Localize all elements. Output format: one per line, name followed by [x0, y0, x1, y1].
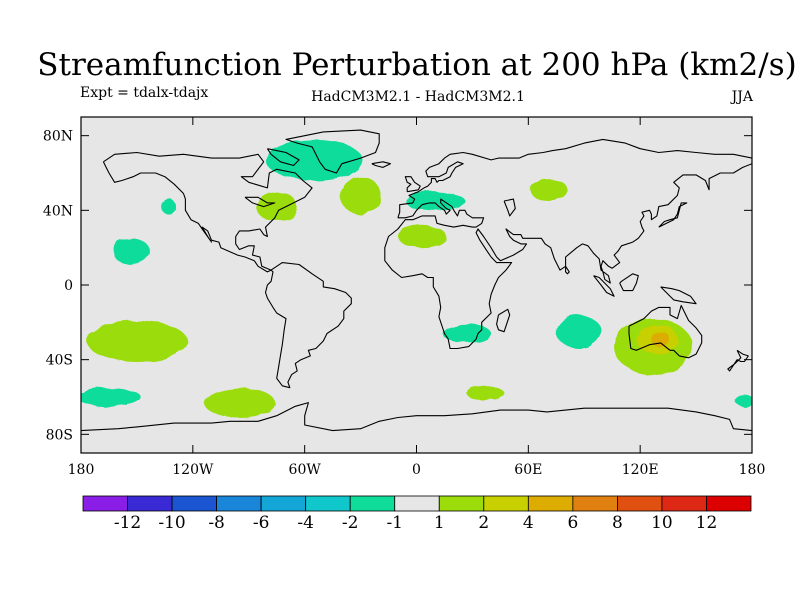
coastline-japan — [658, 202, 688, 228]
coastline-great-lakes — [244, 196, 276, 208]
x-tick-label: 60E — [514, 462, 542, 478]
colorbar-tick-label: 8 — [612, 513, 623, 533]
anomaly-region — [81, 387, 141, 407]
x-axis: 180 120W 60W 0 60E 120E 180 — [68, 117, 766, 478]
coastline-baffin — [266, 148, 300, 167]
experiment-label: Expt = tdalx-tdajx — [80, 85, 208, 101]
map-background — [81, 117, 752, 453]
colorbar-tick-label: -12 — [114, 513, 141, 533]
colorbar-swatch — [305, 495, 351, 512]
x-tick-label: 120E — [622, 462, 659, 478]
anomaly-region — [466, 385, 505, 401]
coastline-new-zealand — [727, 349, 749, 372]
colorbar-swatch — [260, 495, 307, 512]
anomaly-region — [86, 320, 188, 362]
coastline-iceland — [371, 161, 391, 168]
coastline-eurasia-africa — [384, 138, 752, 350]
coastline-borneo — [619, 273, 639, 292]
anomaly-region — [530, 178, 568, 201]
anomaly-region — [204, 387, 275, 418]
coastline-sumatra — [593, 275, 615, 297]
colorbar-tick-label: -6 — [253, 513, 270, 533]
x-tick-label: 0 — [412, 462, 421, 478]
colorbar-tick-label: 6 — [567, 513, 578, 533]
coastline-caspian — [503, 198, 516, 217]
map-panel: 180 120W 60W 0 60E 120E 180 80N 40N 0 40S 80S — [43, 116, 766, 478]
colorbar-swatch — [394, 495, 440, 512]
y-tick-label: 80S — [46, 427, 73, 443]
coastlines — [81, 129, 752, 432]
y-tick-label: 40N — [43, 203, 73, 219]
coastline-sri-lanka — [565, 265, 570, 275]
colorbar-tick-label: 2 — [478, 513, 489, 533]
anomaly-region — [265, 139, 363, 181]
coastline-uk — [404, 176, 421, 193]
colorbar-tick-label: 1 — [434, 513, 445, 533]
colorbar-tick-label: -10 — [158, 513, 185, 533]
anomaly-region — [651, 331, 670, 347]
y-tick-label: 80N — [43, 129, 73, 145]
colorbar-tick-label: 4 — [523, 513, 534, 533]
colorbar-swatch — [438, 495, 485, 512]
anomaly-region — [397, 225, 447, 248]
y-tick-label: 0 — [64, 278, 73, 294]
colorbar-tick-label: -8 — [208, 513, 225, 533]
colorbar-swatch — [617, 495, 663, 512]
anomaly-region — [340, 176, 382, 215]
anomaly-region — [112, 238, 150, 265]
coastline-antarctica — [81, 402, 752, 432]
coastline-greenland — [285, 129, 380, 174]
x-tick-label: 60W — [289, 462, 322, 478]
colorbar-tick-label: -2 — [342, 513, 359, 533]
model-label: HadCM3M2.1 - HadCM3M2.1 — [311, 89, 525, 105]
colorbar-swatch — [527, 495, 574, 512]
colorbar-swatch — [349, 495, 396, 512]
x-tick-label: 120W — [172, 462, 214, 478]
colorbar-swatch — [127, 495, 173, 512]
x-tick-label: 180 — [739, 462, 766, 478]
anomaly-region — [556, 314, 602, 349]
x-tick-label: 180 — [68, 462, 95, 478]
anomaly-region — [161, 199, 177, 215]
coastline-madagascar — [496, 308, 511, 333]
colorbar-swatch — [171, 495, 217, 512]
colorbar-swatch — [572, 495, 618, 512]
anomaly-layer — [81, 139, 752, 418]
season-label: JJA — [730, 89, 754, 105]
colorbar-tick-label: 12 — [696, 513, 718, 533]
y-axis: 80N 40N 0 40S 80S — [43, 129, 752, 443]
anomaly-region — [735, 395, 752, 407]
colorbar-tick-label: -1 — [386, 513, 403, 533]
colorbar-swatch — [216, 495, 262, 512]
colorbar-tick-label: -4 — [297, 513, 314, 533]
coastline-new-guinea — [660, 286, 697, 305]
anomaly-region — [442, 324, 492, 343]
colorbar-swatch — [82, 495, 128, 512]
colorbar-swatch — [706, 495, 752, 512]
anomaly-region — [256, 191, 298, 222]
coastline-north-america — [102, 151, 313, 273]
colorbar-tick-label: 10 — [651, 513, 673, 533]
colorbar-swatch — [661, 495, 707, 512]
colorbar: -12 -10 -8 -6 -4 -2 -1 1 2 4 6 8 10 12 — [82, 495, 752, 533]
coastline-south-america — [264, 262, 352, 389]
chart-title: Streamfunction Perturbation at 200 hPa (… — [37, 47, 796, 83]
colorbar-swatch — [483, 495, 529, 512]
coastline-australia — [628, 304, 703, 359]
y-tick-label: 40S — [46, 353, 73, 369]
